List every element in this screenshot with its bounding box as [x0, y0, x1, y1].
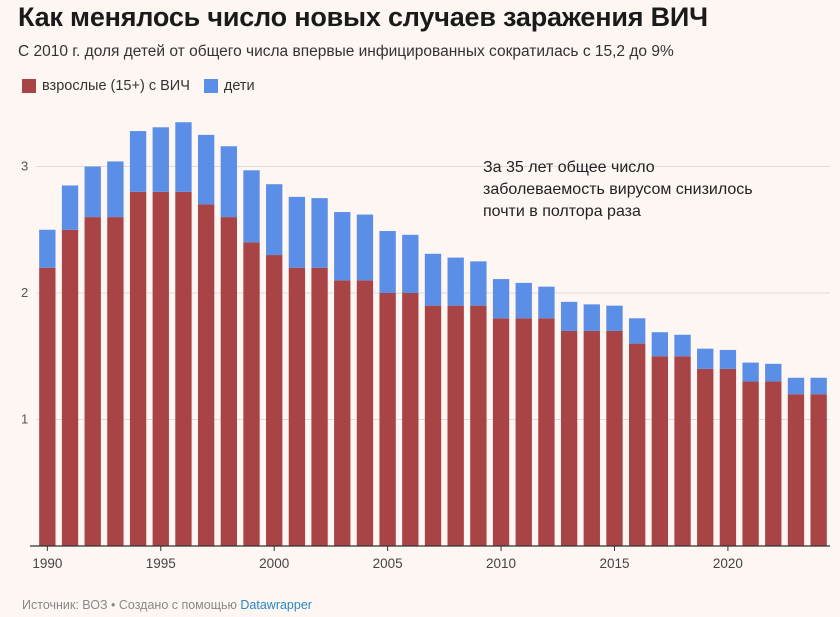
bar-children-2024 [810, 377, 827, 395]
chart-title: Как менялось число новых случаев заражен… [18, 2, 708, 32]
bar-adults-2003 [334, 280, 351, 546]
legend-item-children: дети [203, 78, 255, 94]
bar-adults-2013 [560, 330, 578, 546]
bar-adults-2024 [810, 394, 827, 546]
footer-source: Источник: ВОЗ [22, 598, 108, 612]
bar-children-2005 [379, 231, 396, 293]
bar-adults-2019 [697, 368, 714, 546]
legend-label-children: дети [223, 78, 255, 94]
bar-children-2021 [742, 362, 759, 382]
bar-children-2023 [787, 377, 805, 395]
bar-children-2019 [697, 348, 714, 369]
bar-children-2013 [560, 301, 578, 331]
x-tick-label-2020: 2020 [713, 556, 743, 571]
bar-adults-2023 [787, 394, 805, 546]
bar-adults-2015 [606, 330, 623, 546]
bar-adults-1997 [197, 204, 215, 546]
bar-children-2009 [470, 261, 487, 306]
bar-children-1995 [152, 127, 169, 192]
bar-adults-2002 [311, 267, 328, 546]
bar-children-1991 [61, 185, 79, 230]
bar-adults-1991 [61, 229, 79, 546]
bar-adults-2000 [266, 255, 283, 547]
chart-subtitle: С 2010 г. доля детей от общего числа впе… [18, 43, 674, 60]
bar-adults-2014 [583, 330, 600, 546]
bar-children-2001 [288, 196, 306, 268]
bar-adults-2006 [402, 293, 419, 546]
bar-children-2020 [719, 349, 737, 369]
legend-swatch-children [203, 79, 218, 93]
legend-label-adults: взрослые (15+) с ВИЧ [42, 78, 190, 94]
legend-swatch-adults [22, 79, 36, 93]
bar-children-2011 [515, 282, 532, 319]
bar-adults-1999 [243, 242, 260, 546]
x-tick-label-2010: 2010 [486, 556, 516, 571]
bar-adults-2001 [288, 267, 306, 546]
bar-adults-2022 [765, 381, 782, 546]
x-tick-label-2015: 2015 [599, 556, 629, 571]
bar-children-2006 [402, 234, 419, 293]
chart-annotation: За 35 лет общее число заболеваемость вир… [483, 157, 813, 223]
bar-adults-2005 [379, 293, 396, 546]
bar-adults-2010 [492, 318, 510, 546]
bar-adults-1994 [129, 191, 147, 547]
bar-children-2015 [606, 305, 623, 331]
bar-adults-2012 [538, 318, 555, 546]
bar-adults-2018 [674, 356, 691, 546]
annotation-line-3: почти в полтора раза [483, 203, 641, 220]
x-tick-label-1990: 1990 [32, 556, 62, 571]
bar-children-1999 [243, 170, 260, 243]
bar-adults-2008 [447, 305, 464, 546]
bar-children-1996 [175, 122, 192, 192]
bar-children-2010 [492, 279, 510, 319]
footer-created-with: Создано с помощью [118, 598, 237, 612]
bar-children-2000 [266, 184, 283, 256]
bar-adults-2004 [356, 280, 374, 546]
bar-children-2018 [674, 334, 691, 357]
x-tick-label-1995: 1995 [146, 556, 176, 571]
footer: Источник: ВОЗ • Создано с помощью Datawr… [22, 598, 312, 612]
bar-children-1997 [197, 134, 215, 205]
bar-adults-1993 [107, 217, 124, 546]
bar-adults-2017 [651, 356, 669, 546]
y-tick-label-1: 1 [21, 412, 28, 427]
bar-children-2014 [583, 304, 600, 331]
y-tick-label-3: 3 [21, 159, 28, 174]
bar-adults-2009 [470, 305, 487, 546]
bar-children-1990 [39, 229, 56, 268]
x-tick-label-2005: 2005 [373, 556, 403, 571]
x-tick-label-2000: 2000 [259, 556, 289, 571]
bar-adults-2016 [629, 343, 646, 546]
bar-adults-1998 [220, 217, 237, 546]
bar-children-2002 [311, 198, 328, 268]
bar-adults-2020 [719, 368, 737, 546]
bar-children-1992 [84, 166, 101, 218]
footer-separator: • [111, 598, 116, 612]
bar-adults-1995 [152, 191, 169, 547]
bar-children-2012 [538, 286, 555, 319]
datawrapper-link[interactable]: Datawrapper [240, 598, 312, 612]
bar-children-2022 [765, 363, 782, 382]
bar-adults-1992 [84, 217, 101, 546]
bar-children-2003 [334, 212, 351, 281]
bar-children-2007 [424, 253, 442, 306]
bar-children-2008 [447, 257, 464, 306]
bar-adults-1990 [39, 267, 56, 546]
bar-adults-2007 [424, 305, 442, 546]
annotation-line-2: заболеваемость вирусом снизилось [483, 181, 753, 198]
y-tick-label-2: 2 [21, 285, 28, 300]
legend: взрослые (15+) с ВИЧ дети [22, 78, 269, 94]
bar-children-2017 [651, 332, 669, 357]
bar-children-1994 [129, 131, 147, 192]
bar-children-1998 [220, 146, 237, 218]
bar-children-2016 [629, 318, 646, 344]
annotation-line-1: За 35 лет общее число [483, 159, 655, 176]
bar-adults-1996 [175, 191, 192, 547]
bar-adults-2011 [515, 318, 532, 546]
legend-item-adults: взрослые (15+) с ВИЧ [22, 78, 190, 94]
bar-adults-2021 [742, 381, 759, 546]
bar-children-2004 [356, 214, 374, 281]
bar-children-1993 [107, 161, 124, 218]
